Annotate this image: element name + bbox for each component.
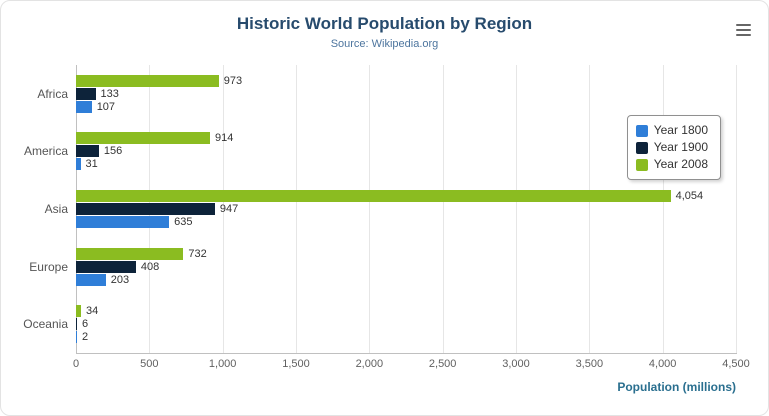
- bar-europe-year-1800[interactable]: [76, 273, 106, 286]
- bar-row: 156: [76, 145, 736, 158]
- bar-value-label: 6: [82, 318, 89, 331]
- bar-value-label: 4,054: [675, 189, 704, 202]
- bar-africa-year-1900[interactable]: [76, 87, 96, 100]
- legend-item-year-1900[interactable]: Year 1900: [635, 139, 708, 156]
- bar-row: 6: [76, 318, 736, 331]
- bar-group-oceania: 34 6 2: [76, 295, 736, 353]
- x-tick-label: 3,500: [575, 358, 604, 370]
- gridline: [589, 65, 591, 353]
- bar-row: 408: [76, 260, 736, 273]
- gridline: [736, 65, 737, 353]
- bar-oceania-year-1800[interactable]: [76, 331, 77, 344]
- bar-row: 133: [76, 87, 736, 100]
- x-tick-label: 500: [140, 358, 159, 370]
- bar-row: 31: [76, 158, 736, 171]
- bar-value-label: 34: [85, 305, 99, 318]
- gridline: [296, 65, 297, 353]
- bar-group-america: 914 156 31: [76, 123, 736, 181]
- bar-africa-year-2008[interactable]: [76, 74, 219, 87]
- bar-row: 107: [76, 100, 736, 113]
- x-tick-label: 3,000: [502, 358, 530, 370]
- x-tick-label: 1,500: [282, 358, 310, 370]
- bar-value-label: 408: [140, 260, 160, 273]
- legend-label: Year 1800: [653, 123, 708, 137]
- bar-value-label: 156: [103, 145, 123, 158]
- bar-value-label: 973: [223, 74, 243, 87]
- legend-swatch: [635, 124, 648, 137]
- bar-america-year-1800[interactable]: [76, 158, 81, 171]
- bar-value-label: 31: [85, 158, 98, 171]
- x-tick-label: 4,000: [648, 358, 677, 370]
- bar-value-label: 732: [188, 247, 207, 260]
- bar-group-asia: 4,054 947 635: [76, 180, 736, 238]
- bar-group-africa: 973 133 107: [76, 65, 736, 123]
- bar-value-label: 107: [96, 100, 116, 113]
- x-tick-label: 0: [72, 358, 80, 370]
- category-label-oceania: Oceania: [23, 317, 68, 332]
- bar-africa-year-1800[interactable]: [76, 100, 92, 113]
- category-label-africa: Africa: [37, 86, 68, 101]
- bar-america-year-2008[interactable]: [76, 132, 211, 145]
- bar-europe-year-2008[interactable]: [76, 247, 184, 260]
- bar-value-label: 914: [215, 132, 234, 145]
- gridline: [516, 65, 517, 353]
- category-label-america: America: [23, 144, 68, 159]
- export-menu-icon[interactable]: [736, 24, 751, 36]
- bar-group-europe: 732 408 203: [76, 238, 736, 296]
- bar-asia-year-1900[interactable]: [76, 202, 215, 215]
- bar-value-label: 2: [82, 331, 89, 344]
- bar-value-label: 635: [174, 215, 193, 228]
- legend: Year 1800 Year 1900 Year 2008: [626, 115, 721, 180]
- x-axis-title: Population (millions): [617, 380, 736, 394]
- y-axis-labels: Africa America Asia Europe Oceania: [1, 65, 68, 353]
- bar-europe-year-1900[interactable]: [76, 260, 136, 273]
- bar-row: 2: [76, 331, 736, 344]
- category-label-asia: Asia: [44, 201, 68, 216]
- bar-america-year-1900[interactable]: [76, 145, 99, 158]
- gridline: [222, 65, 224, 353]
- gridline: [662, 65, 664, 353]
- bar-value-label: 203: [110, 273, 130, 286]
- x-tick-label: 2,000: [355, 358, 384, 370]
- chart-subtitle: Source: Wikipedia.org: [330, 38, 439, 50]
- bar-row: 203: [76, 273, 736, 286]
- bar-row: 732: [76, 247, 736, 260]
- bar-row: 914: [76, 132, 736, 145]
- bar-asia-year-1800[interactable]: [76, 215, 170, 228]
- bar-oceania-year-2008[interactable]: [76, 305, 81, 318]
- bar-value-label: 947: [219, 202, 239, 215]
- bar-value-label: 133: [100, 87, 119, 100]
- bar-row: 973: [76, 74, 736, 87]
- legend-label: Year 1900: [653, 140, 708, 154]
- x-axis-line: [76, 353, 737, 354]
- legend-swatch: [635, 141, 648, 154]
- x-tick-label: 1,000: [208, 358, 237, 370]
- bar-row: 635: [76, 215, 736, 228]
- x-axis-labels: 0 500 1,000 1,500 2,000 2,500 3,000 3,500 4,000 4…: [72, 358, 750, 372]
- x-tick-label: 2,500: [428, 358, 457, 370]
- gridline: [369, 65, 371, 353]
- plot-area: 973 133 107 914 156 31 4,054 947 635 732 408 203 34 6…: [76, 65, 737, 353]
- bar-row: 4,054: [76, 189, 736, 202]
- bar-row: 947: [76, 202, 736, 215]
- chart-title: Historic World Population by Region: [236, 14, 533, 33]
- legend-item-year-1800[interactable]: Year 1800: [635, 122, 708, 139]
- bar-asia-year-2008[interactable]: [76, 189, 671, 202]
- bar-row: 34: [76, 305, 736, 318]
- x-tick-label: 4,500: [722, 358, 750, 370]
- bar-oceania-year-1900[interactable]: [76, 318, 77, 331]
- category-label-europe: Europe: [29, 259, 68, 274]
- legend-swatch: [635, 158, 648, 171]
- gridline: [442, 65, 444, 353]
- legend-label: Year 2008: [653, 157, 708, 171]
- legend-item-year-2008[interactable]: Year 2008: [635, 156, 708, 173]
